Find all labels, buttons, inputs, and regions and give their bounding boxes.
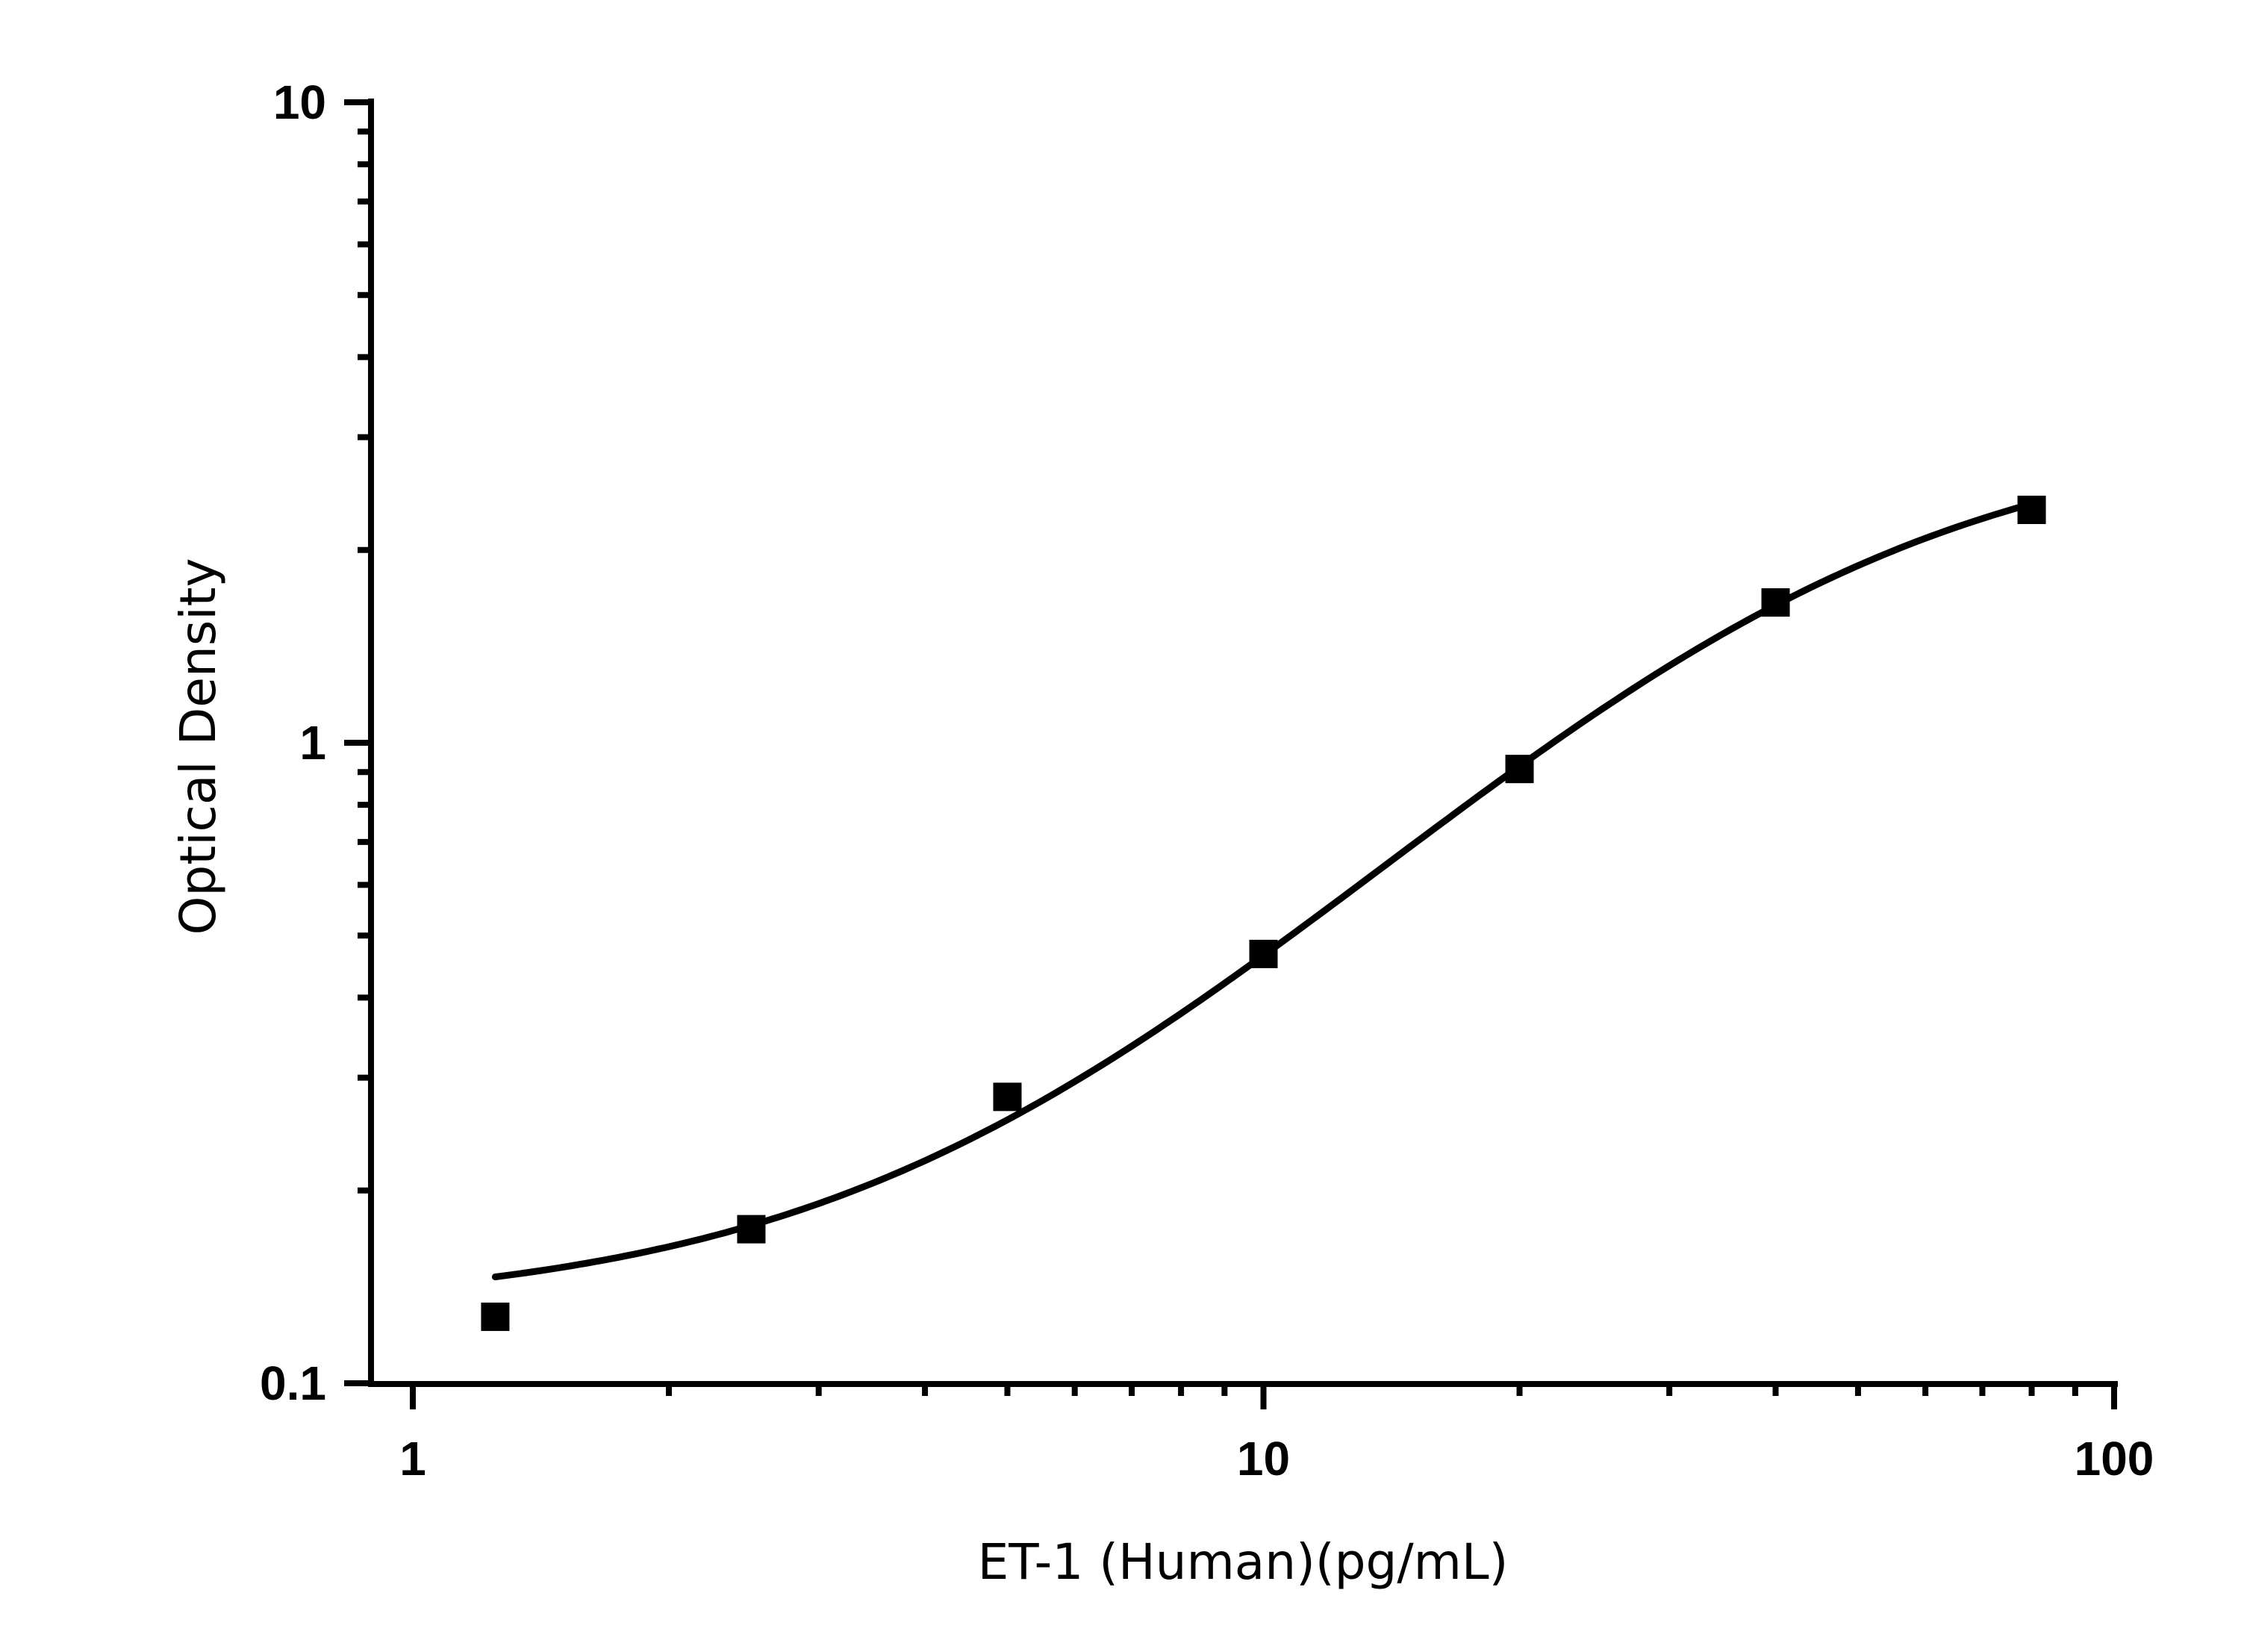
- x-tick-label: 10: [1237, 1432, 1290, 1486]
- data-point-square: [737, 1215, 766, 1244]
- data-points: [481, 496, 2046, 1331]
- y-axis: 0.1 1 10: [260, 75, 374, 1410]
- data-point-square: [993, 1082, 1022, 1112]
- y-tick-label: 1: [299, 716, 326, 770]
- y-tick-label: 10: [273, 75, 326, 129]
- data-point-square: [481, 1302, 510, 1331]
- data-point-square: [1249, 939, 1278, 968]
- y-axis-title: Optical Density: [169, 558, 227, 935]
- x-tick-label: 1: [399, 1432, 426, 1486]
- x-axis: 1 10 100: [368, 1381, 2154, 1486]
- x-tick-label: 100: [2075, 1432, 2154, 1486]
- data-point-square: [2017, 496, 2046, 525]
- data-point-square: [1761, 588, 1790, 617]
- y-tick-label: 0.1: [260, 1356, 326, 1410]
- data-point-square: [1505, 755, 1534, 784]
- fitted-curve: [491, 500, 2036, 1280]
- x-axis-title: ET-1 (Human)(pg/mL): [978, 1533, 1509, 1591]
